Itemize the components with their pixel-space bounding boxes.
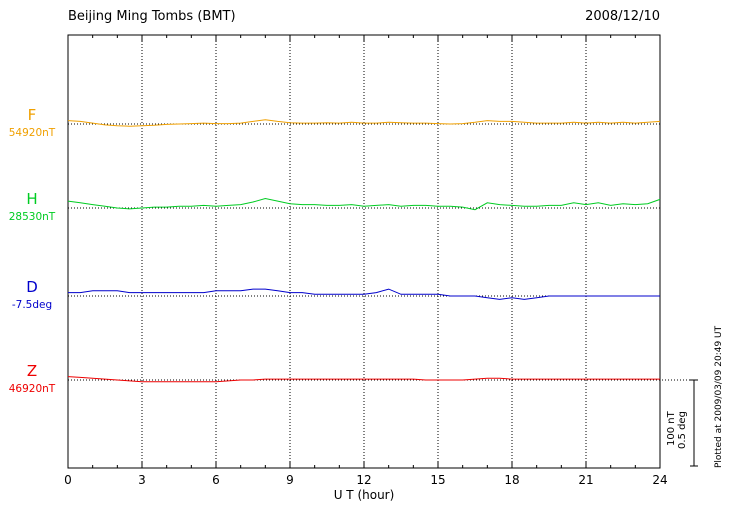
x-tick-label: 18: [504, 473, 520, 487]
x-tick-label: 3: [138, 473, 146, 487]
plot-date: 2008/12/10: [585, 9, 660, 24]
x-tick-label: 0: [64, 473, 72, 487]
trace-H: [67, 197, 661, 211]
x-tick-label: 15: [430, 473, 446, 487]
trace-baseline-H: 28530nT: [8, 211, 56, 223]
x-tick-label: 12: [356, 473, 372, 487]
trace-baseline-F: 54920nT: [8, 127, 56, 139]
x-tick-label: 24: [652, 473, 668, 487]
scale-bar: [690, 379, 698, 467]
trace-letter-F: F: [27, 106, 37, 124]
x-tick-label: 6: [212, 473, 220, 487]
axis-ticks: [92, 35, 636, 468]
trace-D: [68, 288, 660, 300]
scale-bar-deg-label: 0.5 deg: [677, 411, 688, 449]
trace-letter-D: D: [26, 278, 38, 296]
trace-letter-H: H: [26, 190, 38, 208]
x-tick-label: 21: [578, 473, 594, 487]
trace-letter-Z: Z: [26, 362, 38, 380]
x-axis-label: U T (hour): [333, 488, 395, 502]
trace-F: [67, 119, 661, 127]
x-tick-label: 9: [286, 473, 294, 487]
trace-baseline-D: -7.5deg: [11, 299, 53, 311]
vertical-gridlines: [141, 35, 587, 468]
station-title: Beijing Ming Tombs (BMT): [68, 9, 236, 24]
trace-Z: [67, 376, 660, 383]
trace-baseline-Z: 46920nT: [8, 383, 56, 395]
scale-bar-nt-label: 100 nT: [666, 411, 677, 446]
plotted-at-note: Plotted at 2009/03/09 20:49 UT: [714, 325, 724, 468]
